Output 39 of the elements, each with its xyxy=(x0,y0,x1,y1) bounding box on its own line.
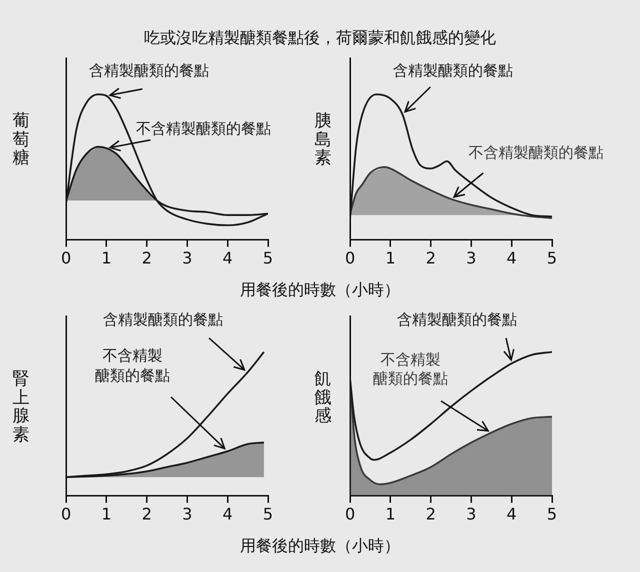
x-tick-label: 1 xyxy=(101,248,112,268)
x-tick-label: 2 xyxy=(426,248,436,268)
text: 不含精製醣類的餐點 xyxy=(95,346,170,386)
x-tick-label: 1 xyxy=(385,248,396,268)
series-label: 不含精製醣類的餐點 xyxy=(136,119,271,139)
text: 含精製醣類的餐點 xyxy=(103,310,223,330)
x-axis-title: 用餐後的時數（小時） xyxy=(239,280,401,301)
series-label: 含精製醣類的餐點 xyxy=(88,60,209,80)
series-label: 不含精製醣類的餐點 xyxy=(373,350,448,390)
x-tick-label: 1 xyxy=(385,504,396,524)
x-tick-label: 3 xyxy=(466,504,476,524)
x-tick-label: 0 xyxy=(344,248,356,268)
x-axis-title: 用餐後的時數（小時） xyxy=(239,536,401,557)
x-tick-label: 0 xyxy=(60,504,72,524)
x-tick-label: 4 xyxy=(222,504,233,524)
x-tick-label: 4 xyxy=(222,248,233,268)
x-tick-label: 5 xyxy=(546,504,558,524)
text: 吃或沒吃精製醣類餐點後，荷爾蒙和飢餓感的變化 xyxy=(143,28,497,49)
x-tick-label: 0 xyxy=(344,504,356,524)
y-axis-title: 葡萄糖 xyxy=(12,111,30,168)
x-tick-label: 3 xyxy=(182,504,192,524)
x-tick-label: 5 xyxy=(546,248,558,268)
x-tick-label: 2 xyxy=(142,248,152,268)
series-label: 含精製醣類的餐點 xyxy=(393,60,514,80)
x-tick-label: 2 xyxy=(426,504,436,524)
y-axis-title: 飢餓感 xyxy=(314,369,332,426)
x-tick-label: 3 xyxy=(182,248,192,268)
x-tick-label: 2 xyxy=(142,504,152,524)
text: 含精製醣類的餐點 xyxy=(397,310,518,330)
x-tick-label: 5 xyxy=(262,248,274,268)
x-tick-label: 3 xyxy=(466,248,476,268)
y-axis-title: 胰島素 xyxy=(314,111,332,168)
x-tick-label: 4 xyxy=(506,504,517,524)
x-tick-label: 5 xyxy=(262,504,274,524)
x-tick-label: 1 xyxy=(101,504,112,524)
x-tick-label: 0 xyxy=(60,248,72,268)
x-tick-label: 4 xyxy=(506,248,517,268)
y-axis-title: 腎上腺素 xyxy=(12,369,30,446)
text: 不含精製醣類的餐點 xyxy=(468,142,604,162)
